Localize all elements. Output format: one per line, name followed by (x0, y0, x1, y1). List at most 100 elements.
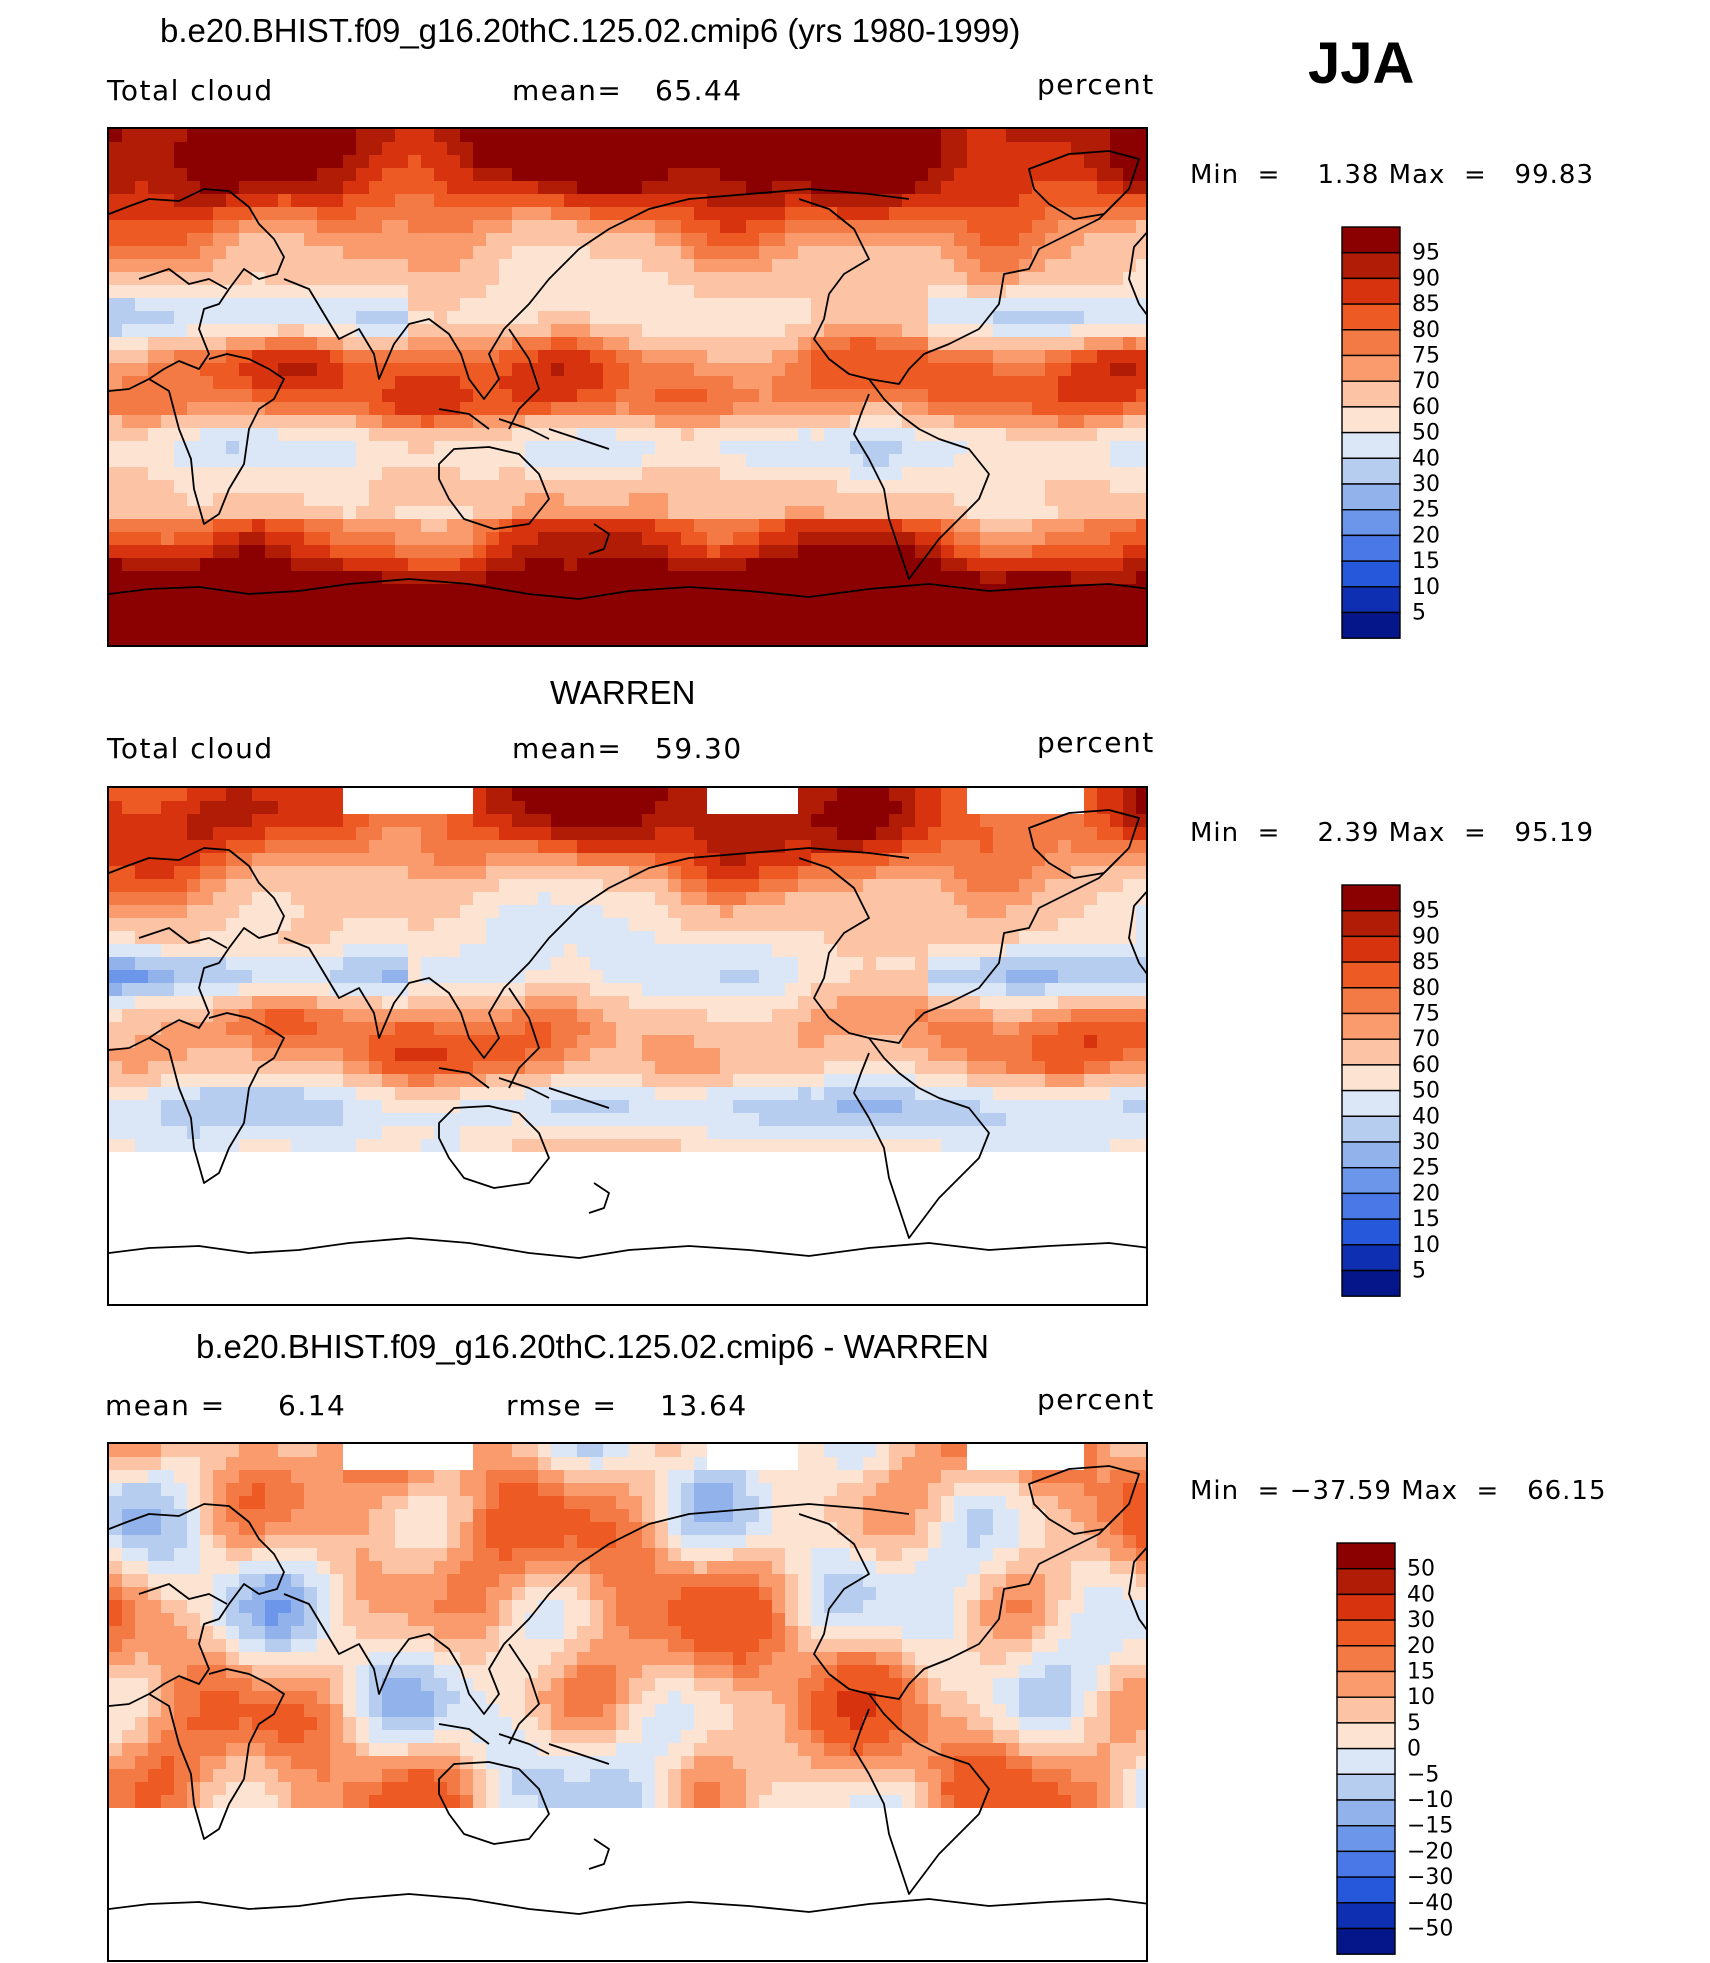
field-cell (499, 389, 513, 403)
field-cell (122, 1035, 136, 1049)
field-cell (850, 298, 864, 312)
field-cell (395, 957, 409, 971)
field-cell (122, 428, 136, 442)
field-cell (1136, 788, 1146, 802)
field-cell (174, 246, 188, 260)
panel-1-coastlines (109, 150, 1146, 600)
field-cell (785, 840, 799, 854)
field-cell (772, 983, 786, 997)
field-cell (369, 506, 383, 520)
field-cell (1110, 1035, 1124, 1049)
field-cell (1097, 155, 1111, 169)
field-cell (1110, 363, 1124, 377)
field-cell (226, 918, 240, 932)
field-cell (304, 545, 318, 559)
field-cell (512, 285, 526, 299)
field-cell (863, 246, 877, 260)
field-cell (369, 545, 383, 559)
field-cell (941, 181, 955, 195)
field-cell (1058, 918, 1072, 932)
field-cell (447, 207, 461, 221)
field-cell (109, 259, 123, 273)
field-cell (993, 428, 1007, 442)
field-cell (616, 801, 630, 815)
field-cell (941, 467, 955, 481)
field-cell (811, 155, 825, 169)
field-cell (447, 970, 461, 984)
field-cell (772, 168, 786, 182)
field-cell (1032, 155, 1046, 169)
field-cell (551, 1048, 565, 1062)
field-cell (525, 879, 539, 893)
field-cell (512, 363, 526, 377)
field-cell (460, 918, 474, 932)
field-cell (473, 584, 487, 598)
field-cell (304, 879, 318, 893)
field-cell (746, 623, 760, 637)
field-cell (746, 506, 760, 520)
field-cell (876, 519, 890, 533)
field-cell (655, 636, 669, 645)
field-cell (629, 324, 643, 338)
field-cell (486, 788, 500, 802)
field-cell (928, 467, 942, 481)
field-cell (369, 194, 383, 208)
field-cell (525, 441, 539, 455)
field-cell (239, 1035, 253, 1049)
field-cell (629, 996, 643, 1010)
field-cell (1045, 142, 1059, 156)
field-cell (187, 866, 201, 880)
field-cell (213, 532, 227, 546)
field-cell (551, 389, 565, 403)
field-cell (876, 558, 890, 572)
field-cell (850, 1009, 864, 1023)
field-cell (343, 480, 357, 494)
field-cell (720, 623, 734, 637)
field-cell (720, 337, 734, 351)
field-cell (707, 623, 721, 637)
field-cell (1071, 905, 1085, 919)
field-cell (902, 402, 916, 416)
field-cell (798, 337, 812, 351)
field-cell (785, 155, 799, 169)
field-cell (863, 905, 877, 919)
field-cell (369, 853, 383, 867)
field-cell (941, 1022, 955, 1036)
field-cell (850, 788, 864, 802)
field-cell (330, 428, 344, 442)
field-cell (668, 220, 682, 234)
field-cell (330, 532, 344, 546)
field-cell (330, 788, 344, 802)
field-cell (564, 454, 578, 468)
field-cell (655, 428, 669, 442)
field-cell (811, 519, 825, 533)
field-cell (395, 840, 409, 854)
field-cell (525, 337, 539, 351)
field-cell (785, 350, 799, 364)
field-cell (1058, 259, 1072, 273)
field-cell (538, 441, 552, 455)
field-cell (109, 610, 123, 624)
field-cell (512, 181, 526, 195)
field-cell (681, 506, 695, 520)
field-cell (226, 168, 240, 182)
field-cell (733, 454, 747, 468)
field-cell (967, 840, 981, 854)
field-cell (330, 285, 344, 299)
field-cell (642, 879, 656, 893)
field-cell (148, 905, 162, 919)
field-cell (551, 506, 565, 520)
field-cell (642, 1009, 656, 1023)
field-cell (824, 788, 838, 802)
field-cell (1045, 636, 1059, 645)
field-cell (629, 129, 643, 143)
field-cell (707, 168, 721, 182)
field-cell (226, 853, 240, 867)
field-cell (1019, 853, 1033, 867)
field-cell (499, 454, 513, 468)
field-cell (564, 350, 578, 364)
field-cell (122, 623, 136, 637)
field-cell (226, 840, 240, 854)
field-cell (369, 814, 383, 828)
field-cell (213, 636, 227, 645)
